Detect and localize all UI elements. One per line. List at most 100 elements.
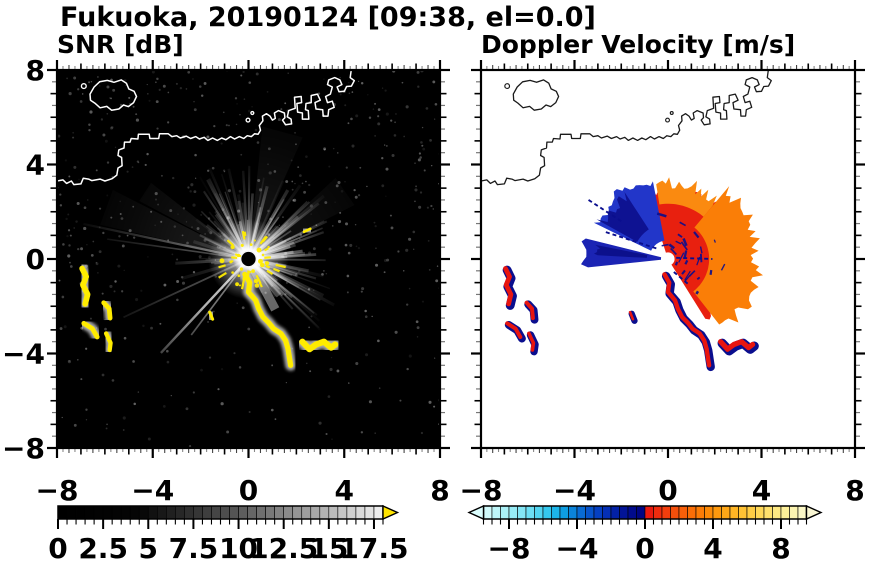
noise-dot [192,78,194,80]
noise-dot [242,70,245,73]
colorbar-segment [337,505,348,520]
colorbar-segment [593,505,603,520]
clutter-red-core [628,310,635,321]
noise-dot [83,206,87,210]
center-speckle [218,272,227,279]
noise-dot [177,213,179,215]
colorbar-segment [508,505,518,520]
velocity-x-tick-label: 4 [752,474,771,507]
noise-dot [420,431,424,435]
noise-dot [166,349,169,353]
noise-dot [294,182,296,185]
noise-dot [163,283,167,287]
colorbar-segment [619,505,629,520]
center-speckle [261,253,265,257]
noise-dot [114,280,117,283]
noise-dot [131,166,134,168]
noise-dot [331,438,333,441]
noise-dot [234,97,238,100]
noise-dot [90,254,94,257]
colorbar-segment [247,505,257,520]
navy-dash [678,252,685,263]
noise-dot [305,155,308,158]
noise-dot [172,176,175,180]
noise-dot [241,306,245,310]
noise-dot [403,270,405,272]
snr-x-tick-label: −4 [131,474,174,507]
colorbar-segment [274,505,284,520]
noise-dot [78,178,80,181]
noise-dot [323,78,325,80]
noise-dot [415,185,417,188]
noise-dot [147,93,149,95]
clutter-red-core [524,300,535,321]
noise-dot [92,240,95,243]
center-speckle [267,245,270,249]
snr-colorbar-label: 7.5 [169,532,219,565]
noise-dot [217,388,220,391]
noise-dot [332,147,335,150]
snr-x-tick-label: 0 [239,474,258,507]
noise-dot [339,93,342,96]
noise-dot [305,180,307,183]
noise-dot [355,361,359,366]
noise-dot [207,217,211,220]
noise-dot [415,320,419,324]
clutter-blob [299,338,339,353]
noise-dot [428,400,432,404]
noise-dot [85,347,88,350]
noise-dot [198,255,202,259]
noise-dot [67,254,71,258]
noise-dot [318,421,322,425]
noise-dot [347,251,351,255]
noise-dot [76,201,80,206]
noise-dot [273,170,277,173]
center-speckle [261,235,269,243]
noise-dot [355,114,359,118]
noise-dot [61,416,63,419]
noise-dot [206,135,210,139]
noise-dot [235,123,238,126]
noise-dot [128,229,132,233]
noise-dot [59,204,63,207]
navy-speckles [588,199,726,295]
clutter-blob [79,265,91,307]
colorbar-segment [373,505,384,520]
noise-dot [357,80,360,83]
colorbar-segment [364,505,375,520]
noise-dot [109,284,113,289]
noise-dot [260,213,262,216]
noise-dot [336,152,339,154]
noise-dot [208,356,212,359]
colorbar-segment [301,505,312,520]
noise-dot [377,115,380,118]
noise-dot [291,180,294,183]
noise-dot [239,113,241,116]
noise-dot [378,387,381,389]
noise-dot [278,224,280,226]
noise-dot [270,408,274,412]
noise-dot [77,88,80,91]
noise-dot [355,245,358,248]
noise-dot [367,94,369,96]
noise-dot [335,184,339,188]
noise-dot [325,272,328,275]
noise-dot [346,274,350,278]
center-speckle [259,262,265,268]
radar-center-disk [661,252,675,266]
noise-dot [334,201,336,203]
center-speckle [226,239,234,247]
snr-colorbar-label: 10 [219,532,258,565]
colorbar-segment [129,505,140,520]
noise-dot [57,134,61,138]
noise-dot [385,167,389,171]
noise-dot [191,226,193,229]
noise-dot [200,213,203,216]
center-speckle [263,247,269,252]
noise-dot [123,79,127,82]
noise-dot [248,410,251,413]
noise-dot [169,209,173,213]
noise-dot [384,144,386,146]
colorbar-segment [585,505,595,520]
noise-dot [66,234,69,238]
